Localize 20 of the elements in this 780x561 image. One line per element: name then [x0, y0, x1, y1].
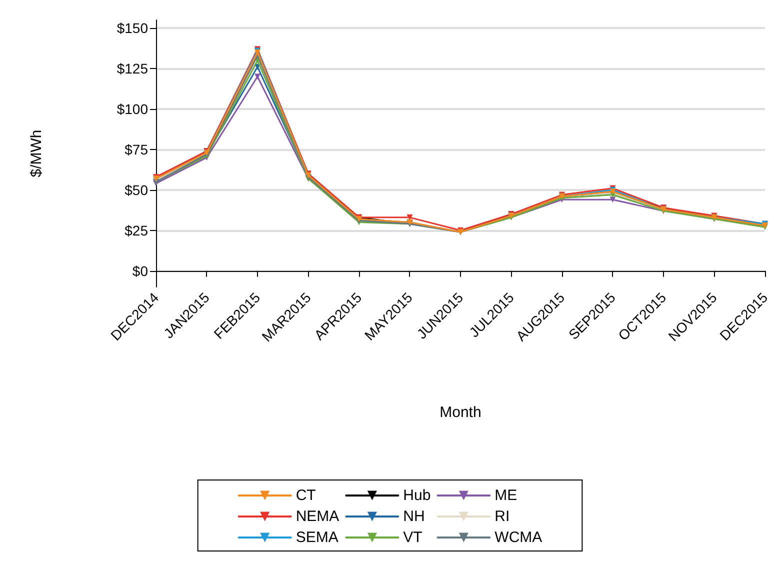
y-tick-label: $75	[124, 141, 148, 158]
legend-label: CT	[296, 487, 316, 504]
legend-label: ME	[494, 487, 518, 504]
legend-label: VT	[403, 529, 422, 546]
legend-label: NEMA	[296, 508, 340, 525]
x-axis-title: Month	[440, 404, 482, 421]
y-tick-label: $25	[124, 222, 148, 238]
legend-label: SEMA	[296, 529, 338, 546]
legend-label: Hub	[403, 487, 431, 504]
y-axis-title: $/MWh	[28, 130, 45, 178]
legend-label: RI	[494, 508, 510, 525]
legend-label: NH	[403, 508, 425, 525]
y-tick-label: $100	[116, 101, 148, 117]
point	[610, 196, 616, 203]
y-tick-label: $0	[132, 262, 148, 279]
y-tick-label: $150	[116, 20, 148, 36]
y-tick-label: $125	[116, 60, 148, 77]
legend-label: WCMA	[494, 529, 542, 546]
y-tick-label: $50	[124, 182, 148, 198]
point	[254, 74, 260, 80]
